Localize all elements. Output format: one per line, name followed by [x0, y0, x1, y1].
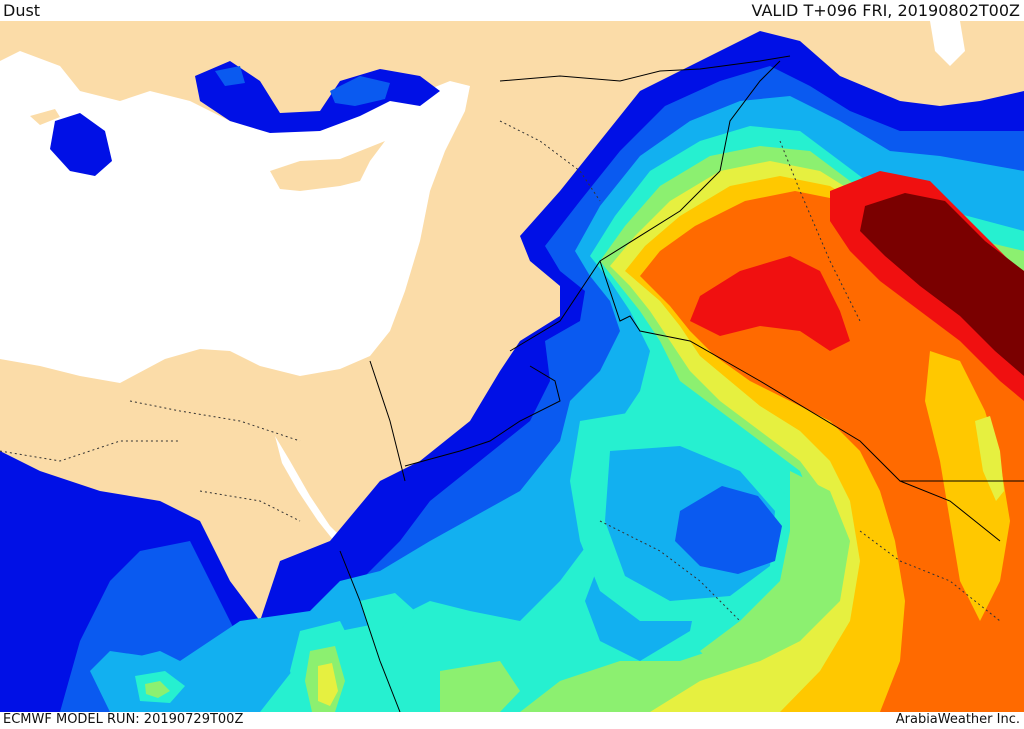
dotted-line-1 — [129, 400, 301, 442]
border-line-6 — [719, 60, 781, 172]
footer-bar: ECMWF MODEL RUN: 20190729T00Z ArabiaWeat… — [0, 712, 1024, 729]
dust-level-10 — [860, 193, 1024, 376]
credit: ArabiaWeather Inc. — [895, 712, 1020, 727]
cyprus-island — [270, 141, 385, 191]
dotted-line-7 — [199, 490, 301, 522]
border-line-2 — [509, 170, 721, 352]
dust-contours — [0, 31, 1024, 712]
border-line-1 — [599, 260, 1024, 482]
model-run: ECMWF MODEL RUN: 20190729T00Z — [3, 712, 244, 727]
mediterranean-sea — [0, 51, 470, 383]
dust-blob-aegean — [50, 113, 112, 176]
border-line-3 — [369, 360, 406, 482]
dust-green-south-3 — [440, 661, 520, 712]
dotted-line-4 — [859, 530, 1001, 622]
border-line-7 — [339, 550, 401, 712]
valid-time: VALID T+096 FRI, 20190802T00Z — [751, 1, 1020, 20]
dust-royal-interior — [675, 486, 782, 574]
map-title: Dust — [3, 1, 41, 20]
dotted-line-5 — [599, 520, 741, 622]
dust-level-9 — [690, 256, 850, 351]
dust-yellow-south — [318, 663, 338, 706]
border-line-4 — [404, 365, 561, 467]
border-line-5 — [499, 55, 791, 82]
borders — [339, 55, 1024, 712]
dotted-line-2 — [0, 440, 180, 462]
dust-map — [0, 21, 1024, 712]
dust-green-south — [145, 681, 170, 698]
border-line-8 — [899, 480, 1001, 542]
header-bar: Dust VALID T+096 FRI, 20190802T00Z — [0, 0, 1024, 21]
map-svg — [0, 21, 1024, 712]
dust-blob-west — [215, 66, 245, 86]
dust-green-band — [700, 471, 850, 671]
dust-blob-turkey — [195, 61, 440, 133]
dust-yellow-patch — [925, 351, 1010, 621]
dotted-line-3 — [779, 140, 861, 322]
internal-borders — [0, 120, 1001, 622]
dust-cyan-south — [360, 593, 415, 633]
dust-greenyellow-patch — [975, 416, 1004, 501]
caspian-sea — [930, 21, 965, 66]
crete-island — [30, 109, 60, 125]
dust-blob-turkey-inner — [330, 76, 390, 106]
